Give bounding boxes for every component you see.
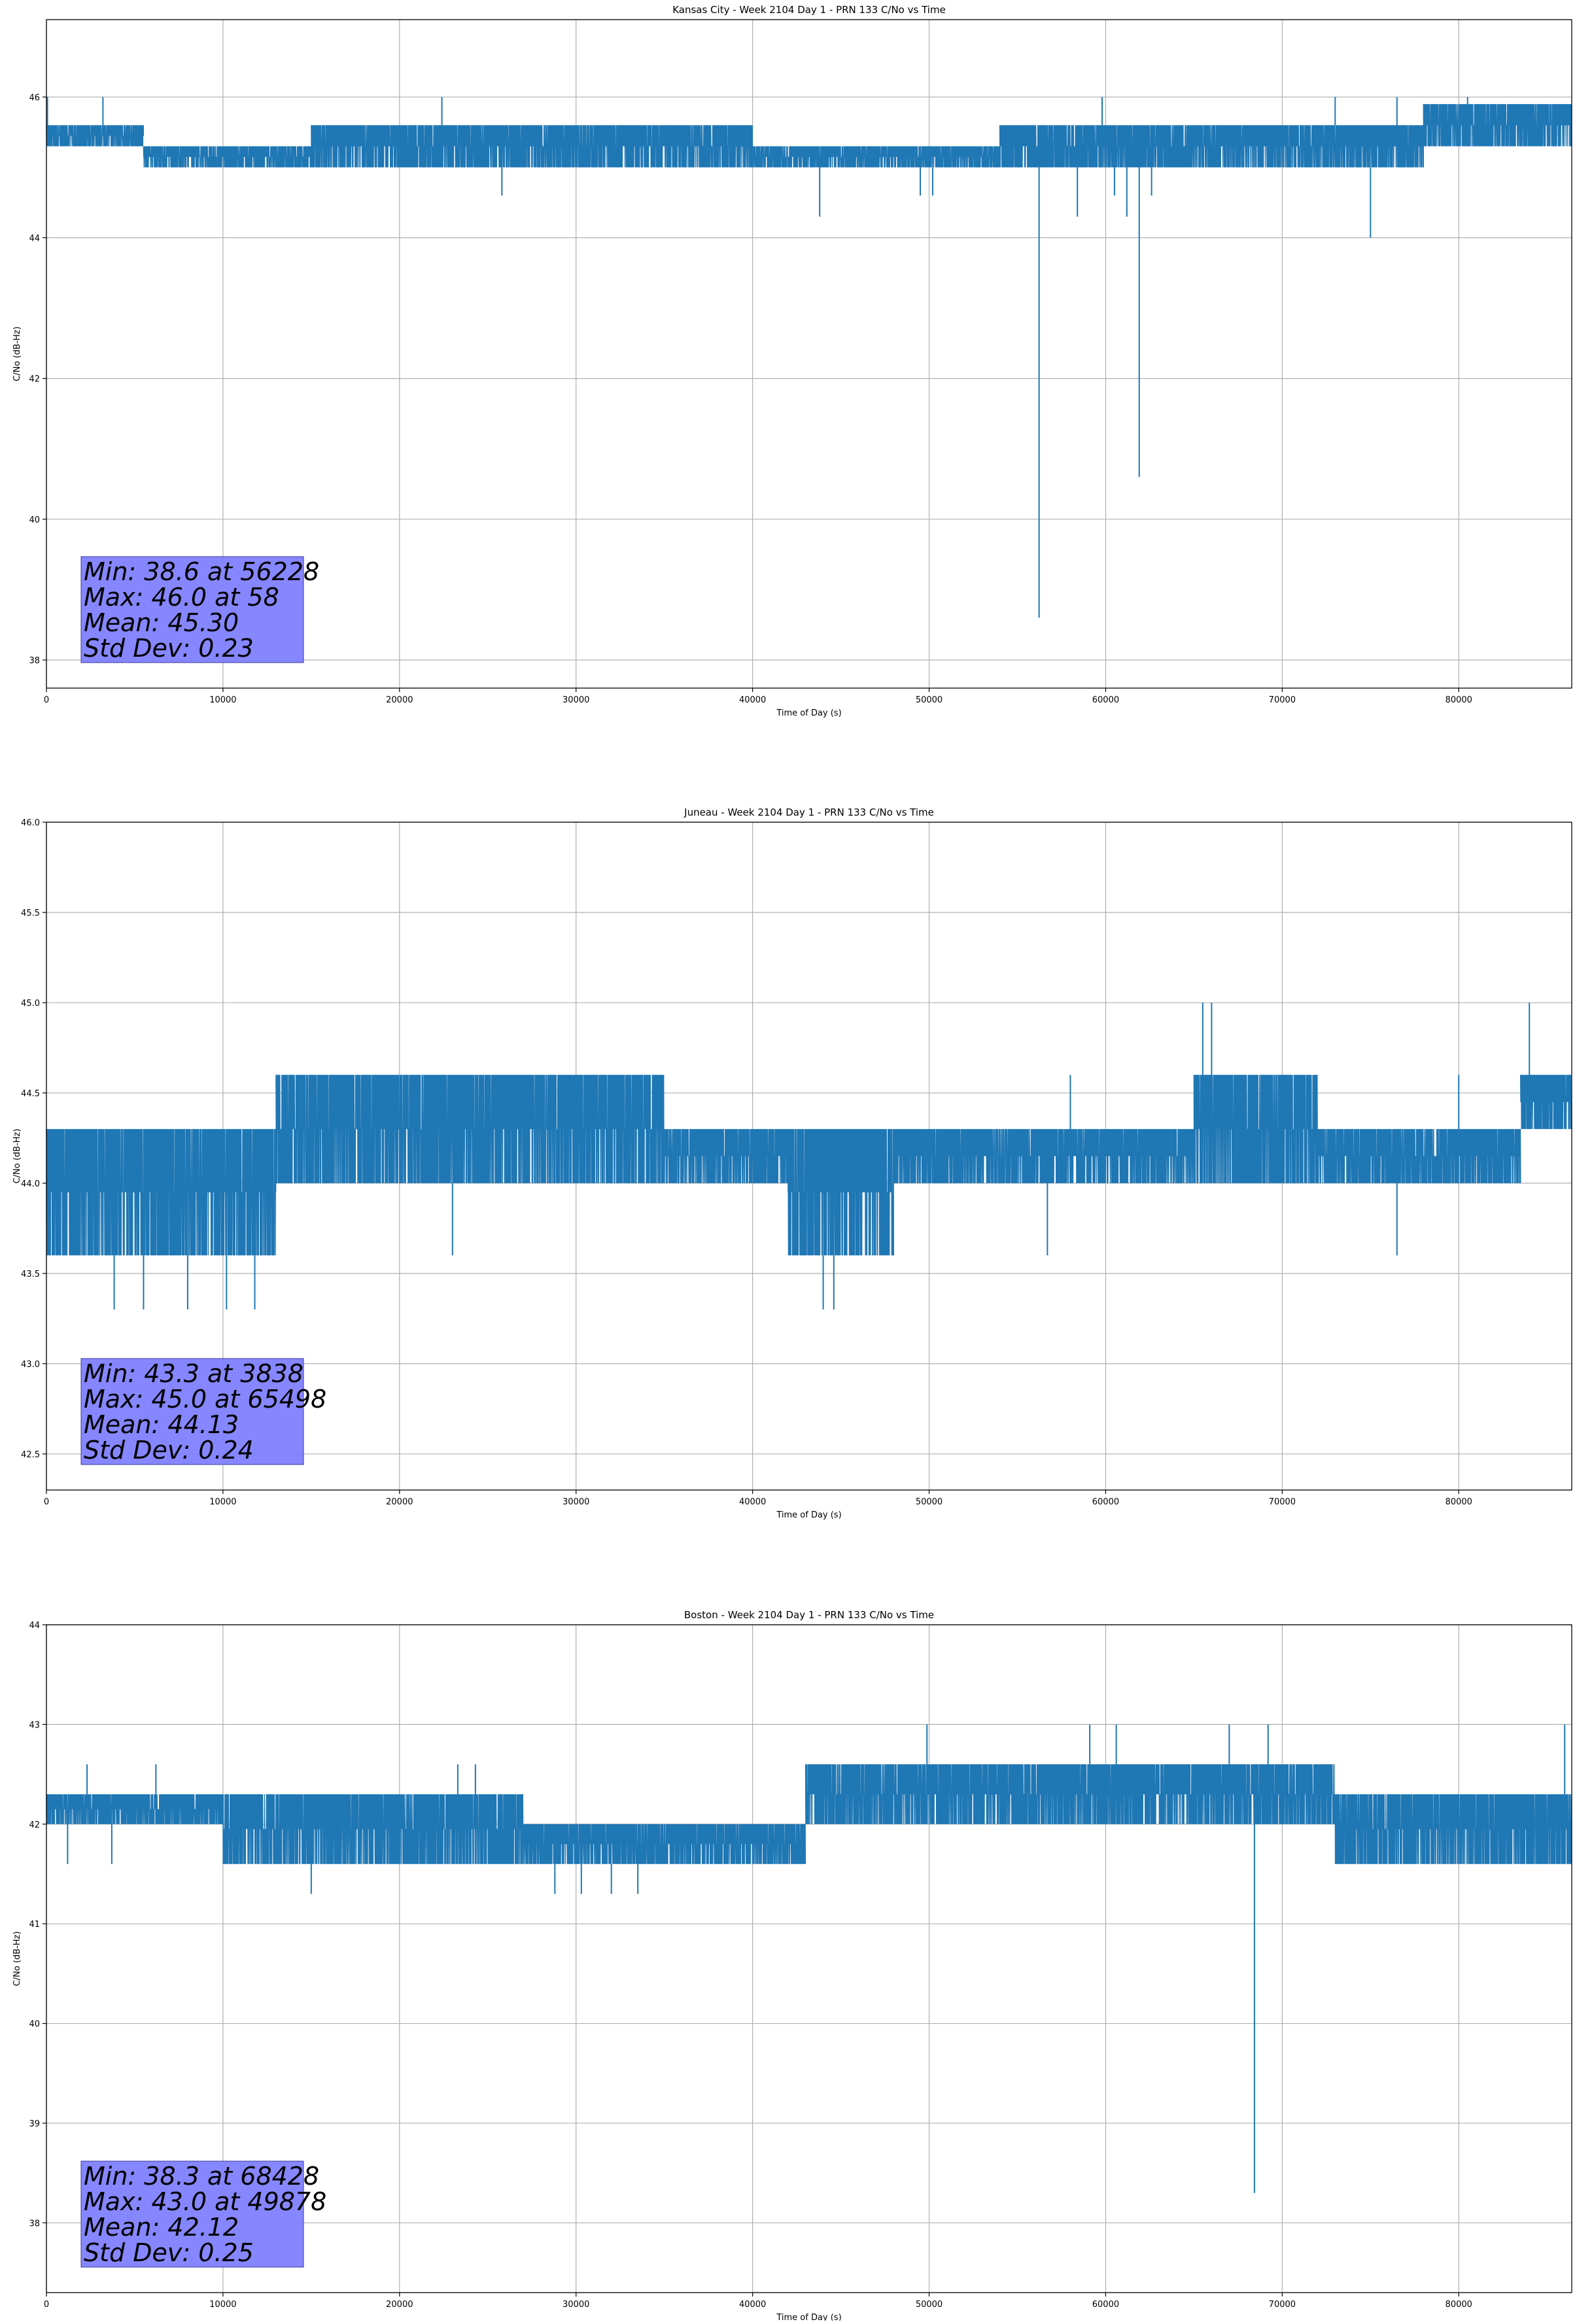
y-tick-label: 45.5 [21, 909, 40, 918]
y-tick-label: 40 [29, 515, 40, 525]
y-tick-label: 43.0 [21, 1360, 40, 1370]
y-tick-label: 43.5 [21, 1270, 40, 1279]
stats-box [80, 1358, 304, 1465]
y-tick-label: 44 [29, 1621, 40, 1631]
stats-line: Min: 43.3 at 3838 [84, 1359, 303, 1388]
stats-line: Max: 45.0 at 65498 [84, 1385, 326, 1413]
y-tick-label: 38 [29, 2219, 40, 2229]
y-tick-label: 41 [29, 1920, 40, 1930]
y-tick-label: 44.0 [21, 1179, 40, 1189]
y-axis-label: C/No (dB-Hz) [12, 326, 22, 381]
chart-2: 0 10000 20000 30000 40000 50000 60000 70000 8000… [12, 1609, 1572, 2323]
x-tick-label: 80000 [1445, 2300, 1472, 2310]
x-tick-label: 0 [44, 695, 49, 705]
stats-line: Mean: 42.12 [84, 2213, 239, 2242]
stats-line: Max: 46.0 at 58 [84, 583, 279, 612]
stats-line: Min: 38.6 at 56228 [84, 557, 319, 586]
stats-box [80, 556, 304, 663]
stats-line: Std Dev: 0.24 [84, 1436, 254, 1465]
y-axis-label: C/No (dB-Hz) [12, 1932, 22, 1986]
x-axis-label: Time of Day (s) [776, 1510, 841, 1520]
x-tick-label: 40000 [739, 695, 766, 705]
axes-frame [46, 19, 1572, 689]
x-tick-label: 50000 [916, 2300, 943, 2310]
x-tick-label: 50000 [916, 1497, 943, 1507]
chart-0: 0 10000 20000 30000 40000 50000 60000 70000 8000… [12, 4, 1572, 718]
stats-line: Max: 43.0 at 49878 [84, 2187, 326, 2216]
x-tick-label: 0 [44, 2300, 49, 2310]
x-tick-label: 30000 [562, 695, 589, 705]
x-tick-label: 40000 [739, 2300, 766, 2310]
x-tick-label: 10000 [209, 695, 236, 705]
y-tick-label: 42 [29, 375, 40, 385]
chart-1: 0 10000 20000 30000 40000 50000 60000 70000 8000… [12, 806, 1572, 1520]
y-tick-label: 42.5 [21, 1450, 40, 1460]
stats-line: Mean: 44.13 [84, 1410, 239, 1439]
x-tick-label: 0 [44, 1497, 49, 1507]
chart-title: Juneau - Week 2104 Day 1 - PRN 133 C/No … [684, 806, 934, 818]
stats-box [80, 2160, 304, 2268]
x-tick-label: 20000 [386, 1497, 413, 1507]
x-tick-label: 10000 [209, 1497, 236, 1507]
x-tick-label: 50000 [916, 695, 943, 705]
y-tick-label: 44.5 [21, 1089, 40, 1099]
x-tick-label: 30000 [562, 2300, 589, 2310]
stats-line: Mean: 45.30 [84, 608, 239, 637]
series-line [46, 1764, 1572, 1864]
y-tick-label: 42 [29, 1820, 40, 1830]
x-tick-label: 40000 [739, 1497, 766, 1507]
x-axis-label: Time of Day (s) [776, 708, 841, 718]
chart-title: Boston - Week 2104 Day 1 - PRN 133 C/No … [684, 1609, 934, 1621]
y-tick-label: 46.0 [21, 818, 40, 828]
x-tick-label: 70000 [1269, 1497, 1296, 1507]
x-tick-label: 70000 [1269, 2300, 1296, 2310]
y-tick-label: 44 [29, 234, 40, 243]
stats-line: Min: 38.3 at 68428 [84, 2162, 319, 2191]
x-tick-label: 20000 [386, 695, 413, 705]
y-tick-label: 43 [29, 1720, 40, 1730]
y-tick-label: 40 [29, 2020, 40, 2030]
axes-frame [46, 1624, 1572, 2293]
x-tick-label: 60000 [1092, 2300, 1119, 2310]
stats-line: Std Dev: 0.23 [84, 634, 254, 663]
series-line [46, 1075, 1572, 1256]
x-tick-label: 80000 [1445, 695, 1472, 705]
x-axis-label: Time of Day (s) [776, 2313, 841, 2321]
x-tick-label: 30000 [562, 1497, 589, 1507]
y-axis-label: C/No (dB-Hz) [12, 1129, 22, 1184]
y-tick-label: 39 [29, 2119, 40, 2129]
y-tick-label: 38 [29, 656, 40, 666]
y-tick-label: 46 [29, 93, 40, 103]
y-tick-label: 45.0 [21, 999, 40, 1009]
x-tick-label: 60000 [1092, 695, 1119, 705]
axes-frame [46, 822, 1572, 1491]
x-tick-label: 70000 [1269, 695, 1296, 705]
x-tick-label: 80000 [1445, 1497, 1472, 1507]
series-line [46, 104, 1572, 167]
x-tick-label: 10000 [209, 2300, 236, 2310]
x-tick-label: 20000 [386, 2300, 413, 2310]
chart-title: Kansas City - Week 2104 Day 1 - PRN 133 … [672, 4, 946, 16]
stats-line: Std Dev: 0.25 [84, 2238, 254, 2267]
x-tick-label: 60000 [1092, 1497, 1119, 1507]
